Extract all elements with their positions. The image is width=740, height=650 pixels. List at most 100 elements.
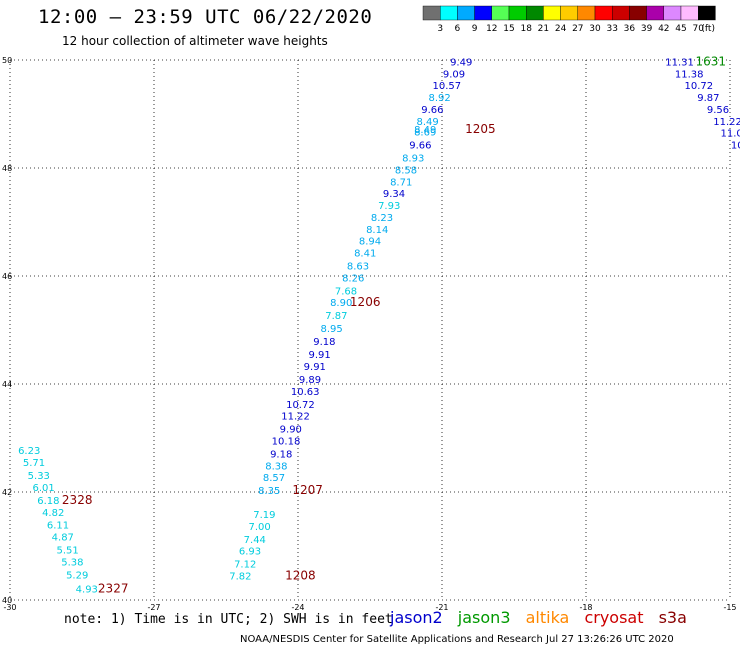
y-tick-label: 44 xyxy=(2,380,12,389)
color-swatch xyxy=(526,5,544,21)
swh-value-label: 8.63 xyxy=(347,262,369,273)
color-scale-label: 42 xyxy=(658,24,669,34)
swh-value-label: 8.92 xyxy=(428,93,450,104)
swh-value-label: 9.87 xyxy=(697,93,719,104)
swh-value-label: 7.19 xyxy=(253,510,275,521)
swh-value-label: 7.00 xyxy=(248,522,270,533)
swh-value-label: 4.82 xyxy=(42,508,64,519)
swh-value-label: 6.93 xyxy=(239,547,261,558)
swh-value-label: 5.33 xyxy=(28,471,50,482)
color-scale-label: 9 xyxy=(472,24,478,34)
swh-value-label: 11.31 xyxy=(665,57,694,68)
swh-value-label: 4.87 xyxy=(52,533,74,544)
x-tick-label: -15 xyxy=(723,603,736,612)
swh-value-label: 8.94 xyxy=(359,237,381,248)
swh-value-label: 8.95 xyxy=(320,324,342,335)
time-label: 1207 xyxy=(292,483,323,497)
swh-value-label: 9.34 xyxy=(383,189,405,200)
swh-value-label: 5.71 xyxy=(23,458,45,469)
swh-value-label: 8.93 xyxy=(402,154,424,165)
swh-value-label: 7.44 xyxy=(244,535,266,546)
time-label: 1208 xyxy=(285,568,316,582)
swh-value-label: 9.91 xyxy=(308,350,330,361)
swh-value-label: 11.22 xyxy=(281,412,310,423)
y-tick-label: 50 xyxy=(2,56,12,65)
swh-value-label: 7.68 xyxy=(335,286,357,297)
swh-value-label: 9.66 xyxy=(409,141,431,152)
color-swatch xyxy=(440,5,458,21)
color-scale-legend: 3 6 9 12 15 18 21 24 27 30 33 36 39 42 45 70(ft) xyxy=(422,5,716,34)
color-swatch xyxy=(594,5,613,21)
color-swatch xyxy=(646,5,664,21)
color-scale-label: 21 xyxy=(538,24,549,34)
color-swatch xyxy=(663,5,682,21)
swh-value-label: 11.02 xyxy=(720,129,740,140)
swh-value-label: 8.38 xyxy=(265,461,287,472)
color-scale-label: 15 xyxy=(503,24,514,34)
y-tick-label: 48 xyxy=(2,164,12,173)
swh-value-label: 11.38 xyxy=(675,69,704,80)
swh-value-label: 5.38 xyxy=(61,557,83,568)
swh-value-label: 9.91 xyxy=(304,362,326,373)
plot-axes: -30 -27 -24 -21 -18 -15 40 42 44 46 48 50 xyxy=(2,56,737,612)
data-points: 9.499.0910.578.929.668.498.498.699.668.9… xyxy=(18,57,740,595)
color-swatch xyxy=(680,5,699,21)
swh-value-label: 10.6 xyxy=(731,141,740,152)
x-tick-label: -18 xyxy=(579,603,592,612)
color-swatch xyxy=(698,5,716,21)
color-swatch xyxy=(629,5,647,21)
swh-value-label: 8.23 xyxy=(371,213,393,224)
swh-value-label: 5.29 xyxy=(66,570,88,581)
color-swatch xyxy=(560,5,578,21)
color-scale-label: 3 xyxy=(437,24,443,34)
color-swatch xyxy=(612,5,630,21)
swh-value-label: 9.18 xyxy=(313,337,335,348)
swh-value-label: 8.41 xyxy=(354,249,376,260)
color-scale-label: 36 xyxy=(624,24,636,34)
color-scale-label: 39 xyxy=(641,24,653,34)
swh-value-label: 9.66 xyxy=(421,105,443,116)
color-scale-label: 24 xyxy=(555,24,567,34)
color-swatch xyxy=(543,5,561,21)
swh-value-label: 7.93 xyxy=(378,201,400,212)
color-scale-label: 18 xyxy=(520,24,532,34)
swh-value-label: 5.51 xyxy=(56,546,78,557)
time-label: 1205 xyxy=(465,122,496,136)
swh-value-label: 9.89 xyxy=(299,375,321,386)
time-label: 2328 xyxy=(62,493,93,507)
legend-s3a: s3a xyxy=(658,608,687,627)
chart-title: 12:00 – 23:59 UTC 06/22/2020 xyxy=(38,6,373,28)
color-scale-label: 30 xyxy=(589,24,601,34)
swh-value-label: 4.93 xyxy=(76,584,98,595)
swh-value-label: 8.71 xyxy=(390,177,412,188)
x-tick-label: -27 xyxy=(147,603,160,612)
chart-subtitle: 12 hour collection of altimeter wave hei… xyxy=(62,34,328,48)
swh-value-label: 6.11 xyxy=(47,521,69,532)
swh-value-label: 10.63 xyxy=(291,387,320,398)
swh-value-label: 7.87 xyxy=(325,311,347,322)
swh-value-label: 8.35 xyxy=(258,486,280,497)
color-scale-label: 45 xyxy=(675,24,686,34)
color-swatch xyxy=(508,5,527,21)
time-label: 1206 xyxy=(350,295,381,309)
satellite-legend: jason2 jason3 altika cryosat s3a xyxy=(390,608,697,627)
swh-value-label: 11.22 xyxy=(713,117,740,128)
swh-value-label: 8.26 xyxy=(342,273,364,284)
footer-credit: NOAA/NESDIS Center for Satellite Applica… xyxy=(240,634,674,645)
y-tick-label: 40 xyxy=(2,596,12,605)
x-tick-label: -21 xyxy=(435,603,448,612)
footer-note: note: 1) Time is in UTC; 2) SWH is in fe… xyxy=(64,612,393,627)
color-scale-label: 70 xyxy=(692,24,704,34)
swh-value-label: 10.57 xyxy=(432,81,461,92)
color-swatch xyxy=(474,5,493,21)
color-scale-label: 12 xyxy=(486,24,497,34)
swh-value-label: 8.69 xyxy=(414,128,436,139)
swh-value-label: 7.12 xyxy=(234,560,256,571)
y-tick-label: 42 xyxy=(2,488,12,497)
time-label: 2327 xyxy=(98,581,129,595)
swh-value-label: 10.72 xyxy=(286,400,315,411)
color-scale-unit: (ft) xyxy=(701,24,715,34)
color-swatch xyxy=(457,5,475,21)
swh-value-label: 9.09 xyxy=(443,69,465,80)
